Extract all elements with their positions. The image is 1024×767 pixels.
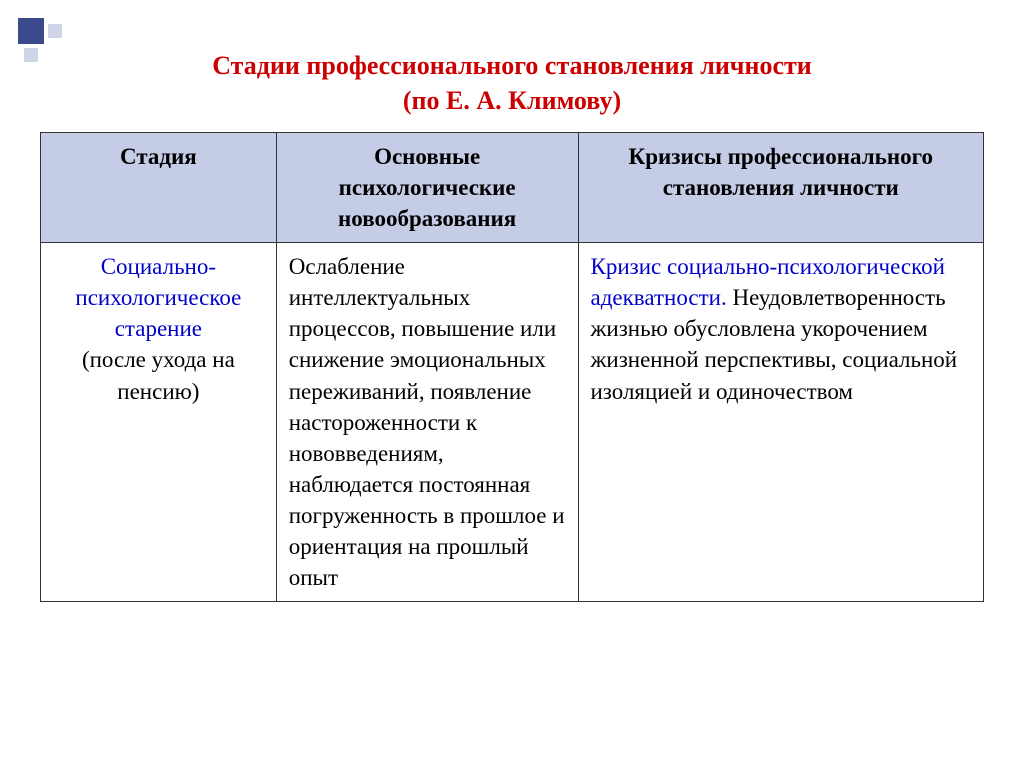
cell-stage: Социально-психологическое старение (посл… bbox=[41, 243, 277, 602]
stage-name-blue: Социально-психологическое старение bbox=[75, 254, 241, 341]
table-header-row: Стадия Основные психологические новообра… bbox=[41, 133, 984, 243]
stages-table: Стадия Основные психологические новообра… bbox=[40, 132, 984, 602]
slide-title: Стадии профессионального становления лич… bbox=[40, 48, 984, 118]
deco-square-small-2 bbox=[24, 48, 38, 62]
cell-formations: Ослабление интеллектуальных процессов, п… bbox=[276, 243, 578, 602]
stage-name-black: (после ухода на пенсию) bbox=[82, 347, 235, 403]
deco-square-large bbox=[18, 18, 44, 44]
title-line-2: (по Е. А. Климову) bbox=[403, 86, 621, 115]
corner-decoration bbox=[18, 18, 68, 68]
header-crises: Кризисы профессионального становления ли… bbox=[578, 133, 984, 243]
deco-square-small-1 bbox=[48, 24, 62, 38]
header-formations: Основные психологические новообразования bbox=[276, 133, 578, 243]
cell-crises: Кризис социально-психологической адекват… bbox=[578, 243, 984, 602]
header-stage: Стадия bbox=[41, 133, 277, 243]
table-row: Социально-психологическое старение (посл… bbox=[41, 243, 984, 602]
title-line-1: Стадии профессионального становления лич… bbox=[212, 51, 812, 80]
